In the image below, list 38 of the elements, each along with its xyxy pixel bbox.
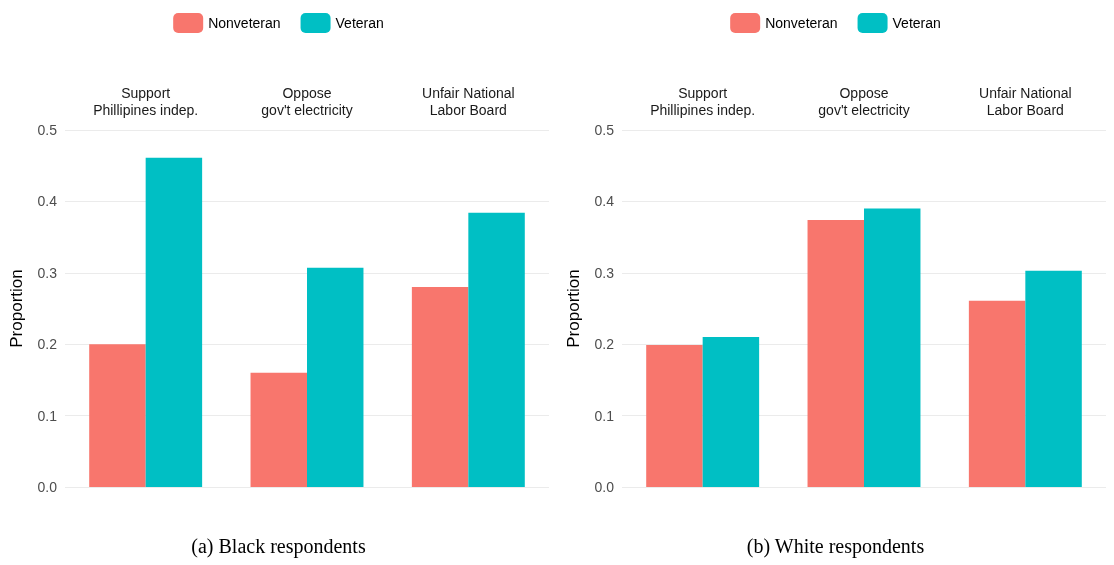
y-tick-label: 0.2: [37, 336, 58, 353]
y-axis-title: Proportion: [564, 269, 583, 348]
y-tick-label: 0.5: [37, 122, 58, 138]
x-tick-label: Oppose gov't electricity: [261, 84, 353, 118]
bar: [864, 208, 921, 487]
bar: [411, 287, 469, 487]
bar: [646, 344, 703, 487]
legend-label: Veteran: [335, 15, 384, 31]
x-tick-label: Unfair National Labor Board: [979, 84, 1072, 118]
y-tick-label: 0.1: [594, 407, 615, 424]
y-tick-label: 0.1: [37, 407, 58, 424]
y-tick-label: 0.5: [594, 122, 615, 138]
y-axis-title: Proportion: [7, 269, 26, 348]
x-tick-label: Unfair National Labor Board: [422, 84, 515, 118]
x-tick-label: Support Phillipines indep.: [650, 84, 756, 118]
text: (b) White respondents: [746, 535, 925, 558]
y-tick-label: 0.2: [594, 336, 615, 353]
x-tick-label: Oppose gov't electricity: [818, 84, 910, 118]
bar: [145, 157, 203, 487]
bar: [250, 372, 307, 487]
y-tick-label: 0.0: [594, 479, 615, 495]
legend-label: Nonveteran: [765, 15, 838, 31]
bar: [468, 212, 525, 487]
legend-label: Nonveteran: [208, 15, 281, 31]
y-tick-label: 0.3: [594, 264, 615, 281]
bar: [89, 344, 146, 487]
bar: [1025, 270, 1082, 487]
bar: [807, 219, 864, 487]
text: (a) Black respondents: [191, 535, 366, 558]
legend-label: Veteran: [892, 15, 941, 31]
y-tick-label: 0.4: [37, 193, 58, 210]
y-tick-label: 0.0: [37, 479, 58, 495]
x-tick-label: Support Phillipines indep.: [93, 84, 199, 118]
y-tick-label: 0.3: [37, 264, 58, 281]
bar: [307, 267, 364, 487]
bar: [702, 337, 760, 487]
y-tick-label: 0.4: [594, 193, 615, 210]
bar: [968, 300, 1026, 487]
